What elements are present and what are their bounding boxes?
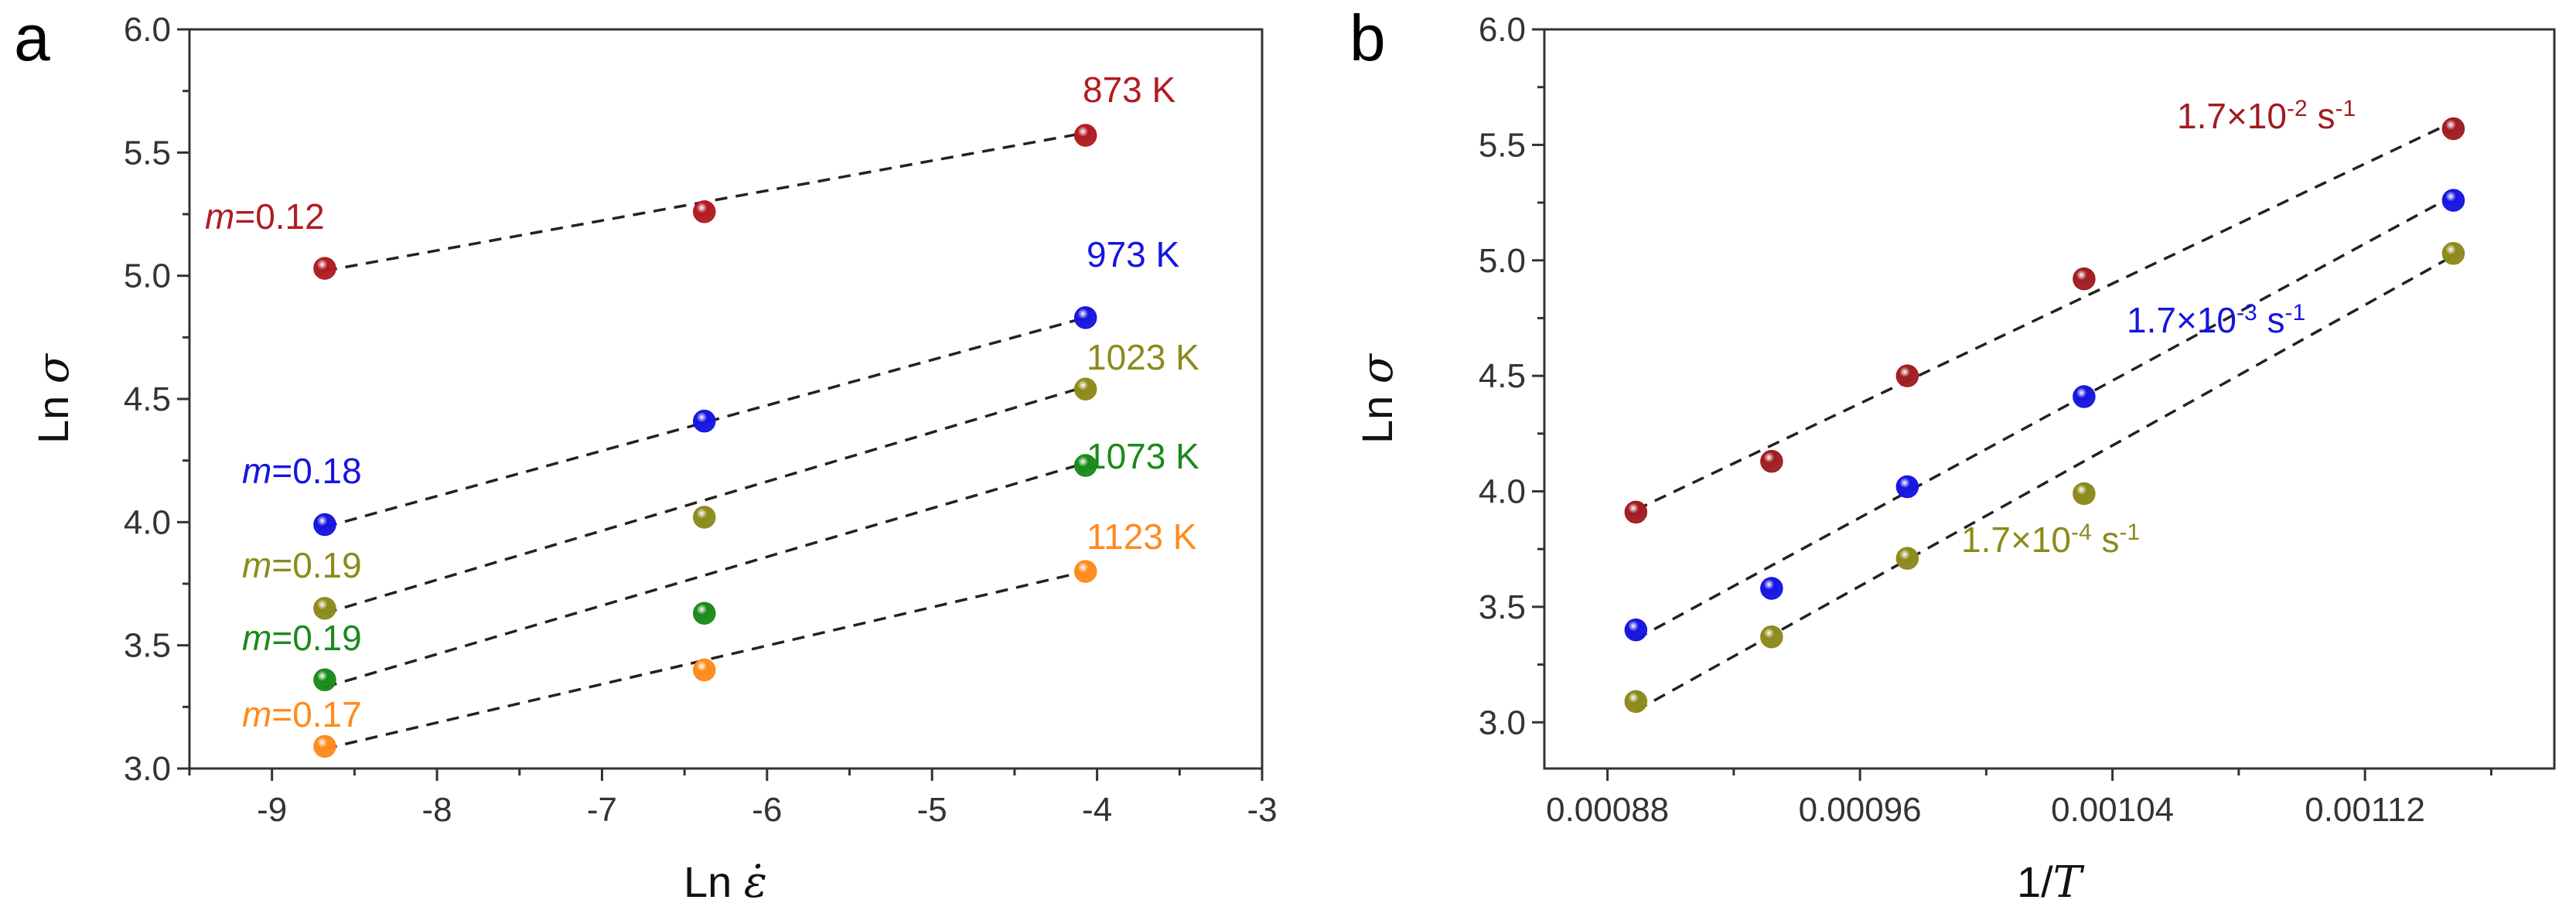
data-point [2441,189,2465,212]
data-point [313,668,336,692]
x-tick-label: 0.00096 [1799,791,1922,829]
data-point [693,409,716,433]
y-tick-label: 4.5 [124,380,171,418]
data-point [2441,117,2465,141]
series-label: 1023 K [1087,337,1199,377]
fit-line [324,570,1087,751]
data-point [2073,267,2096,291]
data-point [1624,619,1648,642]
strain-rate-sensitivity-label: m=0.18 [242,451,362,491]
series-2: 1.7×10-4 s-1 [1624,242,2465,714]
y-tick-label: 3.0 [124,750,171,788]
data-point [1895,364,1919,387]
series-0: 1.7×10-2 s-1 [1624,96,2465,524]
y-tick-label: 5.5 [1479,126,1526,164]
data-point [693,506,716,529]
y-tick-label: 6.0 [124,11,171,49]
series-2: 1023 K m=0.19 [242,337,1199,620]
data-point [1624,500,1648,524]
x-axis-label: 1/T [2017,857,2085,908]
series-label: 1.7×10-3 s-1 [2127,300,2305,341]
data-point [2441,242,2465,265]
y-tick-label: 4.0 [1479,473,1526,511]
x-axis-label: Ln ε̇ [684,857,767,908]
x-tick-label: -9 [257,791,287,829]
panel-a: a 3.0 3.5 4.0 4.5 5.0 5.5 6.0 -9 -8 -7 -6 -5 -4 -3 Ln ε… [14,2,1278,908]
fit-line [1635,254,2455,712]
x-tick-label: -4 [1082,791,1112,829]
data-point [313,257,336,280]
data-point [693,602,716,625]
series-1: 973 K m=0.18 [242,234,1180,537]
data-point [313,597,336,620]
y-tick-label: 4.0 [124,503,171,541]
x-tick-label: -6 [752,791,782,829]
data-point [1760,449,1783,473]
y-tick-label: 3.5 [1479,588,1526,626]
series-label: 1.7×10-2 s-1 [2177,96,2356,137]
panel-label: b [1349,2,1386,74]
y-tick-label: 5.0 [124,257,171,295]
data-point [1073,124,1097,147]
data-point [1073,454,1097,477]
data-point [1624,690,1648,714]
series-label: 1.7×10-4 s-1 [1961,520,2140,561]
fit-line [1635,194,2455,641]
y-tick-label: 3.5 [124,627,171,665]
data-point [1073,377,1097,401]
series-label: 1073 K [1087,436,1199,476]
data-point [693,658,716,682]
series-4: 1123 K m=0.17 [242,516,1197,758]
x-tick-label: 0.00104 [2051,791,2174,829]
x-tick-label: -7 [587,791,617,829]
data-point [1073,306,1097,329]
series-label: 1123 K [1087,516,1197,557]
fit-line [1635,120,2455,511]
y-tick-label: 4.5 [1479,357,1526,395]
panel-label: a [14,2,50,74]
data-point [2073,482,2096,506]
x-tick-label: 0.00088 [1546,791,1669,829]
data-point [693,200,716,223]
strain-rate-sensitivity-label: m=0.12 [205,196,325,237]
data-point [1760,625,1783,649]
series-label: 973 K [1087,234,1180,274]
fit-line [324,385,1087,615]
y-axis-label: Ln σ [29,353,79,444]
panel-b: b 3.0 3.5 4.0 4.5 5.0 5.5 6.0 0.00088 0.00096 0.00… [1349,2,2556,908]
x-tick-label: 0.00112 [2305,791,2425,829]
series-1: 1.7×10-3 s-1 [1624,189,2465,642]
data-point [1895,547,1919,570]
x-tick-label: -8 [422,791,452,829]
data-point [313,513,336,537]
data-point [1760,577,1783,600]
fit-line [324,316,1087,529]
series-0: 873 K m=0.12 [205,70,1176,280]
data-point [1895,475,1919,499]
y-tick-label: 5.0 [1479,242,1526,280]
strain-rate-sensitivity-label: m=0.19 [242,618,362,658]
strain-rate-sensitivity-label: m=0.19 [242,545,362,585]
series-3: 1073 K m=0.19 [242,436,1199,692]
strain-rate-sensitivity-label: m=0.17 [242,694,362,734]
fit-line [324,462,1087,689]
y-tick-label: 5.5 [124,134,171,172]
y-tick-label: 6.0 [1479,11,1526,49]
y-tick-label: 3.0 [1479,704,1526,741]
x-tick-label: -5 [917,791,947,829]
y-axis-label: Ln σ [1353,353,1403,444]
series-label: 873 K [1083,70,1176,110]
data-point [313,734,336,758]
plot-frame [1543,28,2556,770]
x-tick-label: -3 [1247,791,1277,829]
data-point [1073,560,1097,583]
data-point [2073,385,2096,408]
